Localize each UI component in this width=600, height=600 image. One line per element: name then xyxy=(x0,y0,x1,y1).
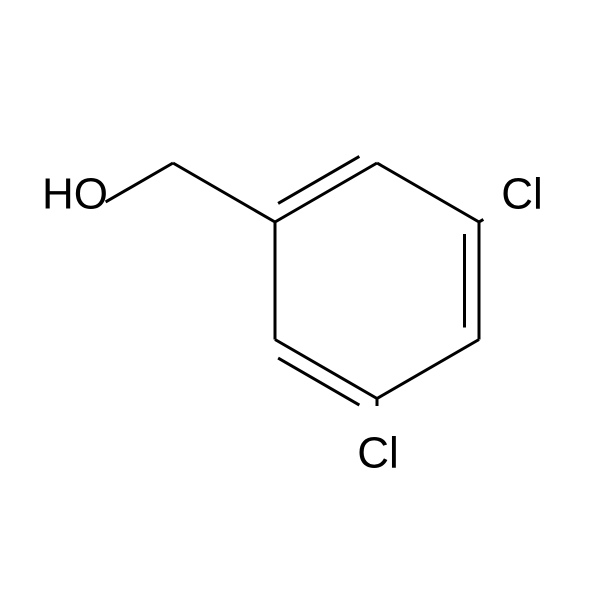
bond-line xyxy=(173,163,275,222)
molecule-diagram: HO Cl Cl xyxy=(0,0,600,600)
bonds-layer xyxy=(106,156,484,406)
hydroxyl-label: HO xyxy=(42,170,108,219)
bond-line xyxy=(377,340,479,399)
chlorine-5-label: Cl xyxy=(357,429,399,478)
chlorine-3-label: Cl xyxy=(501,170,543,219)
bond-line xyxy=(479,219,483,222)
bond-line xyxy=(106,163,173,202)
bond-line xyxy=(275,340,377,399)
bond-line xyxy=(275,163,377,222)
bond-line xyxy=(377,163,479,222)
